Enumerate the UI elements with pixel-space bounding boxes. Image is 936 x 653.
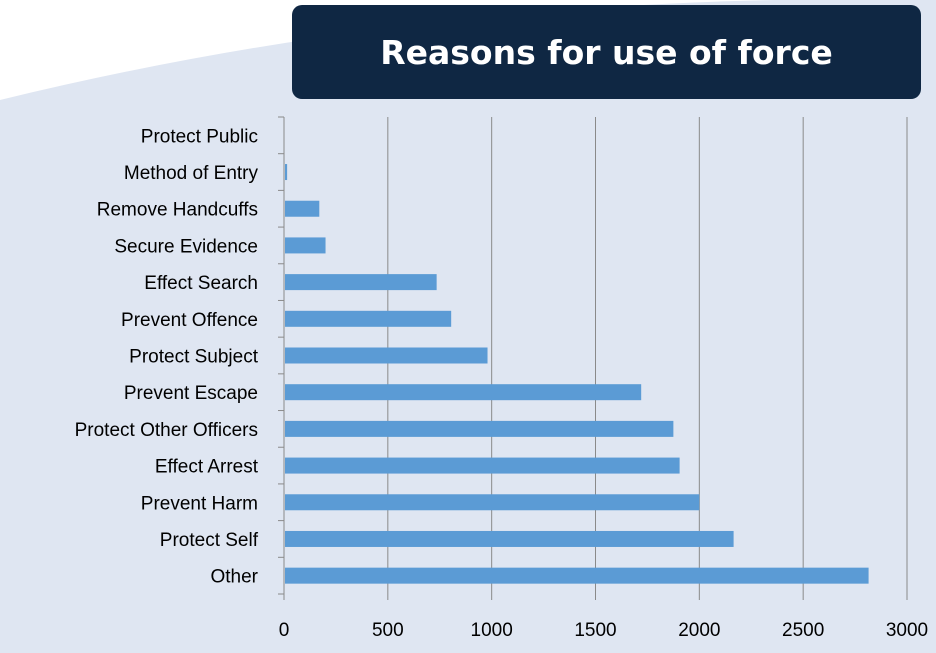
category-label: Prevent Harm xyxy=(141,493,258,514)
bar xyxy=(285,420,674,437)
x-tick-label: 3000 xyxy=(886,620,928,641)
grid-lines xyxy=(387,117,908,594)
category-label: Protect Subject xyxy=(129,347,259,368)
category-label: Prevent Escape xyxy=(124,383,258,404)
category-labels: Protect Public Method of Entry Remove Hand… xyxy=(75,126,259,587)
bar xyxy=(285,237,326,254)
category-label: Effect Search xyxy=(144,273,258,294)
category-label: Effect Arrest xyxy=(155,457,259,478)
category-label: Secure Evidence xyxy=(114,236,258,257)
axes xyxy=(278,116,908,600)
category-label: Protect Public xyxy=(141,126,258,147)
bar xyxy=(285,310,452,327)
title-banner: Reasons for use of force xyxy=(292,5,921,99)
category-label: Protect Self xyxy=(160,530,259,551)
bar xyxy=(285,530,734,547)
category-label: Protect Other Officers xyxy=(75,420,258,441)
bar xyxy=(285,384,642,401)
bars xyxy=(285,164,869,584)
x-tick-labels: 0 500 1000 1500 2000 2500 3000 xyxy=(279,620,928,641)
bar xyxy=(285,347,488,364)
category-label: Other xyxy=(210,567,258,588)
chart-title: Reasons for use of force xyxy=(380,32,833,72)
x-tick-label: 2500 xyxy=(782,620,824,641)
bar xyxy=(285,164,288,181)
bar xyxy=(285,494,700,511)
bar xyxy=(285,457,680,474)
bar xyxy=(285,274,437,291)
category-label: Remove Handcuffs xyxy=(97,200,258,221)
x-tick-label: 500 xyxy=(372,620,404,641)
bar xyxy=(285,200,320,217)
x-tick-label: 1500 xyxy=(574,620,616,641)
x-tick-label: 0 xyxy=(279,620,290,641)
x-tick-label: 2000 xyxy=(678,620,720,641)
bar xyxy=(285,567,869,584)
category-label: Method of Entry xyxy=(124,163,259,184)
category-label: Prevent Offence xyxy=(121,310,258,331)
x-tick-label: 1000 xyxy=(471,620,513,641)
